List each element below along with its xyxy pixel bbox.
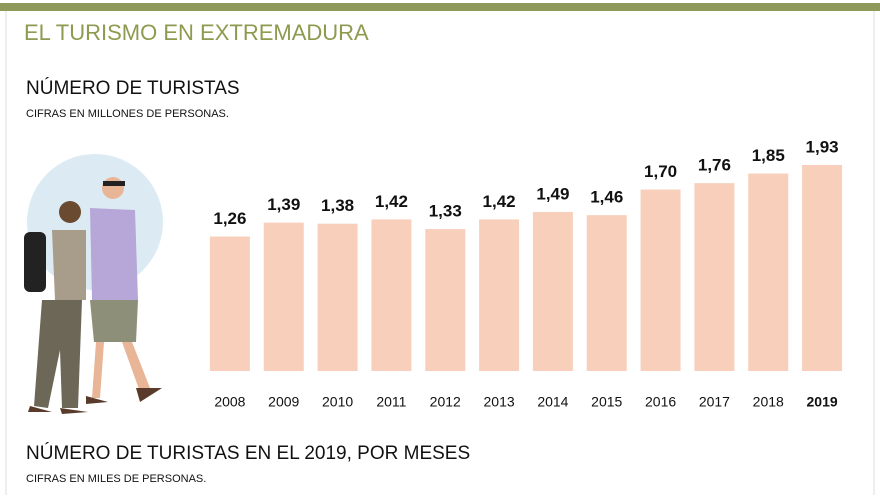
value-label: 1,26: [213, 209, 246, 228]
bar: [694, 183, 735, 371]
value-label: 1,76: [698, 156, 731, 175]
bar: [209, 236, 250, 371]
value-label: 1,42: [375, 192, 408, 211]
chart-title: NÚMERO DE TURISTAS: [26, 77, 240, 99]
bar: [802, 165, 843, 371]
bar: [317, 223, 358, 371]
value-label: 1,85: [752, 146, 785, 165]
x-tick-label: 2011: [376, 394, 406, 410]
bar: [586, 215, 627, 371]
value-label: 1,46: [590, 188, 623, 207]
bar: [263, 222, 304, 371]
illustration: [24, 154, 163, 414]
x-tick-label: 2015: [591, 394, 622, 410]
x-tick-label: 2009: [268, 394, 299, 410]
value-label: 1,49: [536, 184, 569, 203]
page-title: EL TURISMO EN EXTREMADURA: [24, 20, 369, 45]
x-tick-label: 2010: [322, 394, 353, 410]
x-tick-label: 2013: [484, 394, 515, 410]
value-label: 1,42: [483, 192, 516, 211]
x-tick-label: 2012: [430, 394, 461, 410]
x-tick-label: 2017: [699, 394, 730, 410]
value-label: 1,33: [429, 202, 462, 221]
bar: [479, 219, 520, 371]
value-label: 1,93: [806, 137, 839, 156]
bar: [640, 189, 681, 371]
bar: [748, 173, 789, 371]
value-label: 1,70: [644, 162, 677, 181]
x-tick-label: 2019: [807, 394, 838, 410]
chart-subtitle: CIFRAS EN MILLONES DE PERSONAS.: [26, 108, 229, 120]
value-label: 1,39: [267, 195, 300, 214]
x-tick-label: 2016: [645, 394, 676, 410]
x-tick-label: 2018: [753, 394, 784, 410]
section-note: CIFRAS EN MILES DE PERSONAS.: [26, 473, 206, 485]
bar: [371, 219, 412, 371]
bar: [425, 229, 466, 371]
value-label: 1,38: [321, 196, 354, 215]
x-tick-label: 2008: [214, 394, 245, 410]
top-bar: [0, 3, 880, 11]
bar: [532, 211, 573, 371]
x-tick-label: 2014: [537, 394, 568, 410]
section-title: NÚMERO DE TURISTAS EN EL 2019, POR MESES: [26, 442, 470, 464]
